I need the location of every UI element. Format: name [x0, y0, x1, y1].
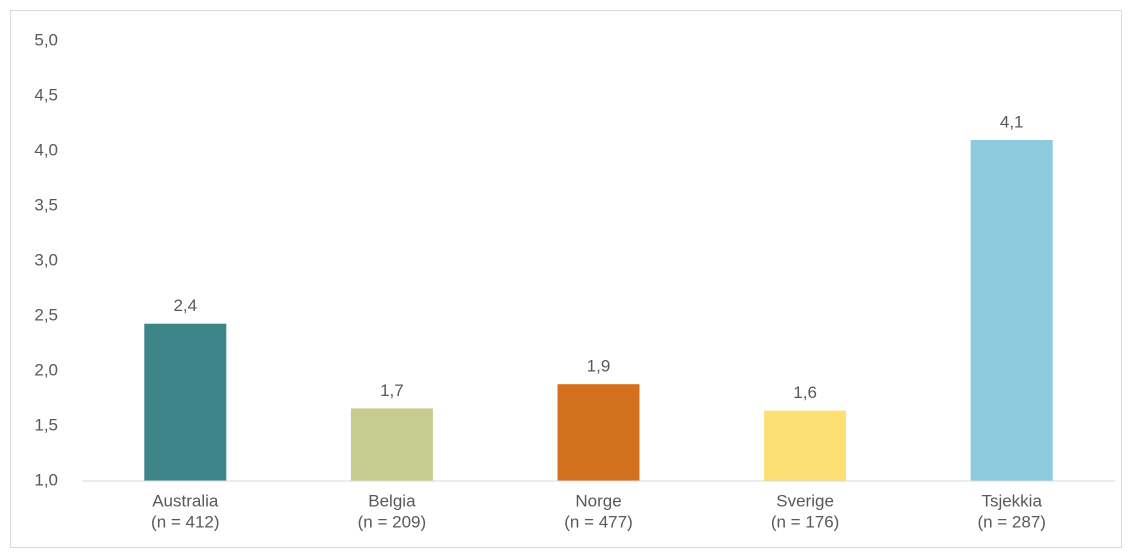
x-tick-label: (n = 287) [977, 512, 1046, 531]
bar [350, 408, 433, 481]
x-tick-label: (n = 209) [358, 512, 427, 531]
x-tick-label: Sverige [776, 491, 834, 510]
bar [970, 140, 1053, 481]
x-tick-label: Norge [575, 491, 621, 510]
data-label: 4,1 [1000, 112, 1024, 131]
y-tick-label: 1,0 [34, 470, 58, 489]
bar [764, 410, 847, 481]
bar [144, 323, 227, 481]
y-tick-label: 1,5 [34, 415, 58, 434]
data-label: 1,9 [587, 357, 611, 376]
x-tick-label: (n = 412) [151, 512, 220, 531]
x-tick-label: Australia [152, 491, 219, 510]
data-label: 1,7 [380, 381, 404, 400]
data-label: 2,4 [173, 296, 197, 315]
x-tick-label: Belgia [368, 491, 416, 510]
data-label: 1,6 [793, 383, 817, 402]
x-tick-label: Tsjekkia [981, 491, 1042, 510]
y-tick-label: 4,5 [34, 85, 58, 104]
y-tick-label: 3,5 [34, 195, 58, 214]
bar [557, 384, 640, 481]
y-tick-label: 5,0 [34, 30, 58, 49]
y-tick-label: 2,0 [34, 360, 58, 379]
y-tick-label: 2,5 [34, 305, 58, 324]
y-tick-label: 3,0 [34, 250, 58, 269]
x-tick-label: (n = 176) [771, 512, 840, 531]
x-tick-label: (n = 477) [564, 512, 633, 531]
y-tick-label: 4,0 [34, 140, 58, 159]
